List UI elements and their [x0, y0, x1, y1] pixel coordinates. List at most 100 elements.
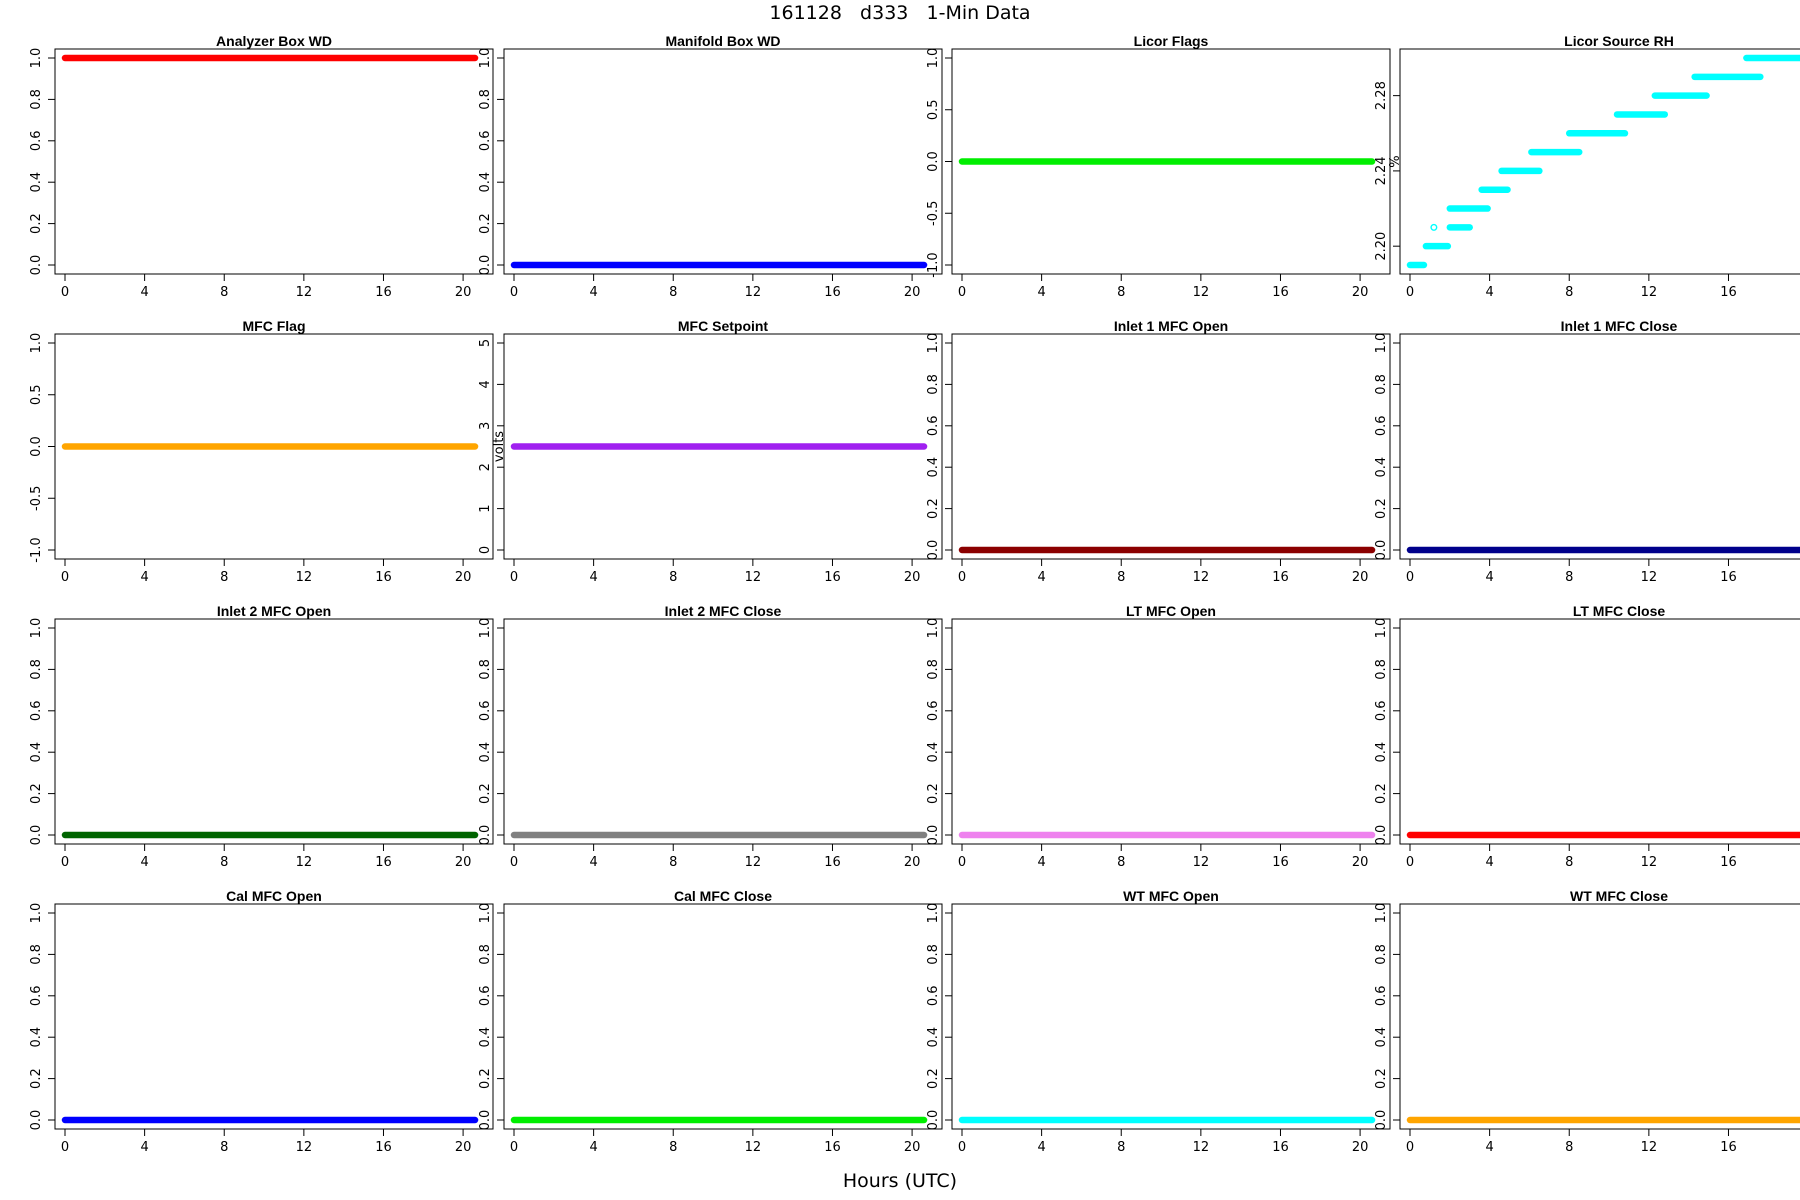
plot-frame: [54, 48, 494, 275]
x-tick-label: 12: [296, 1140, 313, 1155]
y-tick-label: 1.0: [1374, 903, 1389, 924]
x-tick-label: 16: [1720, 285, 1737, 300]
x-tick-label: 16: [824, 570, 841, 585]
panel-title: Inlet 1 MFC Open: [1114, 318, 1228, 334]
x-tick-label: 16: [1272, 855, 1289, 870]
x-axis-label: Hours (UTC): [842, 1170, 958, 1192]
x-tick-label: 4: [1037, 570, 1045, 585]
x-tick-label: 16: [1272, 285, 1289, 300]
chart-panel: Inlet 1 MFC Open 0 4 8 12 16 20 0.0 0.2 0.4 0.6 0.8…: [926, 317, 1391, 602]
y-tick-label: 0.0: [926, 151, 941, 172]
x-tick-label: 8: [669, 285, 677, 300]
y-tick-label: 0.0: [29, 825, 44, 846]
x-tick-label: 0: [510, 855, 518, 870]
x-tick-label: 4: [140, 570, 148, 585]
y-tick-label: 0.8: [29, 659, 44, 680]
y-tick-label: 0.5: [29, 384, 44, 405]
x-tick-label: 8: [1117, 1140, 1125, 1155]
y-tick-label: 0.0: [478, 825, 493, 846]
x-tick-label: 16: [1272, 570, 1289, 585]
y-tick-label: 4: [478, 380, 493, 388]
y-tick-label: -0.5: [29, 486, 44, 511]
y-tick-label: 0.6: [926, 415, 941, 436]
y-tick-label: 2.28: [1374, 81, 1389, 110]
x-tick-label: 0: [958, 285, 966, 300]
y-tick-label: 0.4: [29, 172, 44, 193]
y-tick-label: 0.8: [926, 659, 941, 680]
y-tick-label: 0.2: [478, 213, 493, 234]
x-tick-label: 8: [669, 1140, 677, 1155]
y-tick-label: 0.4: [29, 742, 44, 763]
x-tick-label: 20: [904, 570, 921, 585]
x-tick-label: 16: [824, 855, 841, 870]
chart-svg: Cal MFC Open 0 4 8 12 16 20 0.0 0.2 0.4 0.6 0.8 1.0: [29, 888, 494, 1155]
x-tick-label: 0: [61, 570, 69, 585]
x-tick-label: 8: [220, 570, 228, 585]
x-tick-label: 0: [1406, 570, 1414, 585]
chart-panel: LT MFC Open 0 4 8 12 16 20 0.0 0.2 0.4 0.6 0.8 1.0: [926, 602, 1391, 887]
y-tick-label: -1.0: [29, 537, 44, 562]
y-tick-label: 0.8: [478, 944, 493, 965]
y-tick-label: 0.8: [1374, 374, 1389, 395]
y-tick-label: 0.2: [926, 783, 941, 804]
x-tick-label: 20: [455, 285, 472, 300]
y-tick-label: 0.6: [29, 700, 44, 721]
plot-frame: [951, 333, 1391, 560]
y-tick-label: 0.4: [1374, 1027, 1389, 1048]
x-tick-label: 12: [745, 570, 762, 585]
x-tick-label: 12: [296, 855, 313, 870]
panel-title: Cal MFC Close: [674, 888, 772, 904]
x-tick-label: 12: [745, 285, 762, 300]
chart-svg: WT MFC Open 0 4 8 12 16 20 0.0 0.2 0.4 0.6 0.8 1.0: [926, 888, 1391, 1155]
y-tick-label: 1.0: [478, 903, 493, 924]
x-tick-label: 4: [589, 855, 597, 870]
y-tick-label: 2: [478, 463, 493, 471]
x-tick-label: 8: [220, 285, 228, 300]
chart-svg: Licor Flags 0 4 8 12 16 20 -1.0 -0.5 0.0 0.5 1.0: [926, 33, 1391, 300]
x-tick-label: 8: [220, 1140, 228, 1155]
x-tick-label: 16: [1272, 1140, 1289, 1155]
y-tick-label: 0.4: [926, 742, 941, 763]
x-tick-label: 8: [1117, 285, 1125, 300]
plot-frame: [503, 48, 943, 275]
x-tick-label: 8: [1117, 855, 1125, 870]
x-tick-label: 12: [1641, 570, 1658, 585]
x-tick-label: 16: [375, 570, 392, 585]
y-tick-label: 0.6: [1374, 700, 1389, 721]
x-tick-label: 12: [1193, 855, 1210, 870]
x-tick-label: 16: [1720, 1140, 1737, 1155]
y-tick-label: 0.6: [926, 985, 941, 1006]
x-tick-label: 20: [455, 1140, 472, 1155]
x-tick-label: 12: [1641, 1140, 1658, 1155]
y-tick-label: 0.8: [926, 944, 941, 965]
x-tick-label: 4: [140, 285, 148, 300]
y-tick-label: 1.0: [478, 48, 493, 69]
x-tick-label: 4: [589, 285, 597, 300]
chart-svg: Manifold Box WD 0 4 8 12 16 20 0.0 0.2 0.4 0.6 0.8 1…: [478, 33, 943, 300]
y-tick-label: 0.6: [1374, 985, 1389, 1006]
chart-svg: LT MFC Open 0 4 8 12 16 20 0.0 0.2 0.4 0.6 0.8 1.0: [926, 603, 1391, 870]
x-tick-label: 0: [510, 570, 518, 585]
x-tick-label: 0: [61, 855, 69, 870]
x-tick-label: 8: [220, 855, 228, 870]
x-tick-label: 8: [1565, 1140, 1573, 1155]
x-tick-label: 12: [745, 1140, 762, 1155]
y-tick-label: 0.2: [478, 1068, 493, 1089]
x-tick-label: 20: [455, 570, 472, 585]
y-tick-label: 1.0: [1374, 618, 1389, 639]
y-tick-label: 0.0: [1374, 540, 1389, 561]
x-tick-label: 8: [1565, 855, 1573, 870]
x-tick-label: 20: [1352, 570, 1369, 585]
y-tick-label: 1.0: [926, 618, 941, 639]
y-tick-label: 0.0: [926, 540, 941, 561]
x-tick-label: 12: [296, 285, 313, 300]
x-tick-label: 4: [1037, 855, 1045, 870]
y-tick-label: 0.0: [926, 825, 941, 846]
x-tick-label: 12: [745, 855, 762, 870]
y-tick-label: 0.8: [1374, 944, 1389, 965]
x-tick-label: 20: [904, 855, 921, 870]
